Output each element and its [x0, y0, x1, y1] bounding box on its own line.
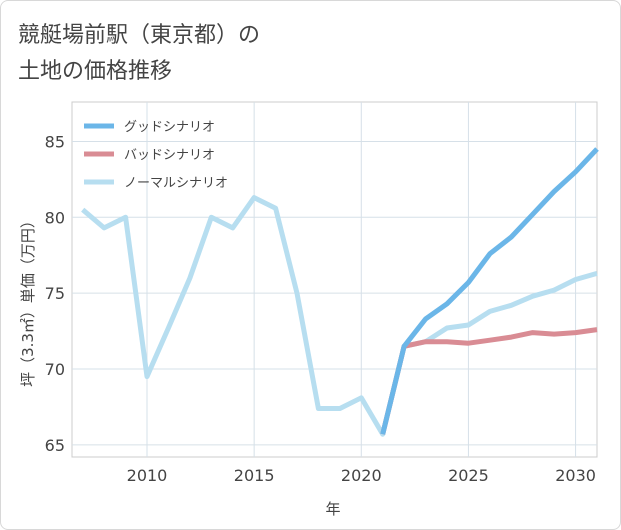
x-tick-label: 2030 — [555, 466, 596, 485]
plot-area — [71, 101, 598, 458]
legend-label-bad: バッドシナリオ — [124, 148, 215, 163]
y-tick-label: 80 — [45, 208, 65, 227]
chart-title: 競艇場前駅（東京都）の 土地の価格推移 — [18, 18, 260, 90]
x-tick-label: 2015 — [234, 466, 275, 485]
chart-title-line1: 競艇場前駅（東京都）の — [18, 23, 261, 48]
y-tick-label: 65 — [45, 436, 65, 455]
y-axis-ticks: 65 70 75 80 85 — [45, 132, 65, 454]
y-axis-label: 坪（3.3㎡）単価（万円） — [19, 213, 37, 387]
y-tick-label: 85 — [45, 132, 65, 151]
legend-label-good: グッドシナリオ — [124, 120, 215, 135]
x-tick-label: 2020 — [341, 466, 382, 485]
series-line-bad — [380, 327, 598, 435]
legend-label-normal: ノーマルシナリオ — [124, 176, 228, 191]
y-tick-label: 75 — [45, 284, 65, 303]
x-tick-label: 2025 — [448, 466, 489, 485]
x-tick-label: 2010 — [127, 466, 168, 485]
series-line-good — [380, 147, 599, 435]
chart-title-line2: 土地の価格推移 — [18, 59, 173, 84]
x-axis-ticks: 2010 2015 2020 2025 2030 — [127, 466, 596, 485]
x-axis-label: 年 — [325, 500, 340, 518]
y-tick-label: 70 — [45, 360, 65, 379]
series-lines — [81, 147, 599, 437]
series-line-normal — [81, 195, 598, 437]
